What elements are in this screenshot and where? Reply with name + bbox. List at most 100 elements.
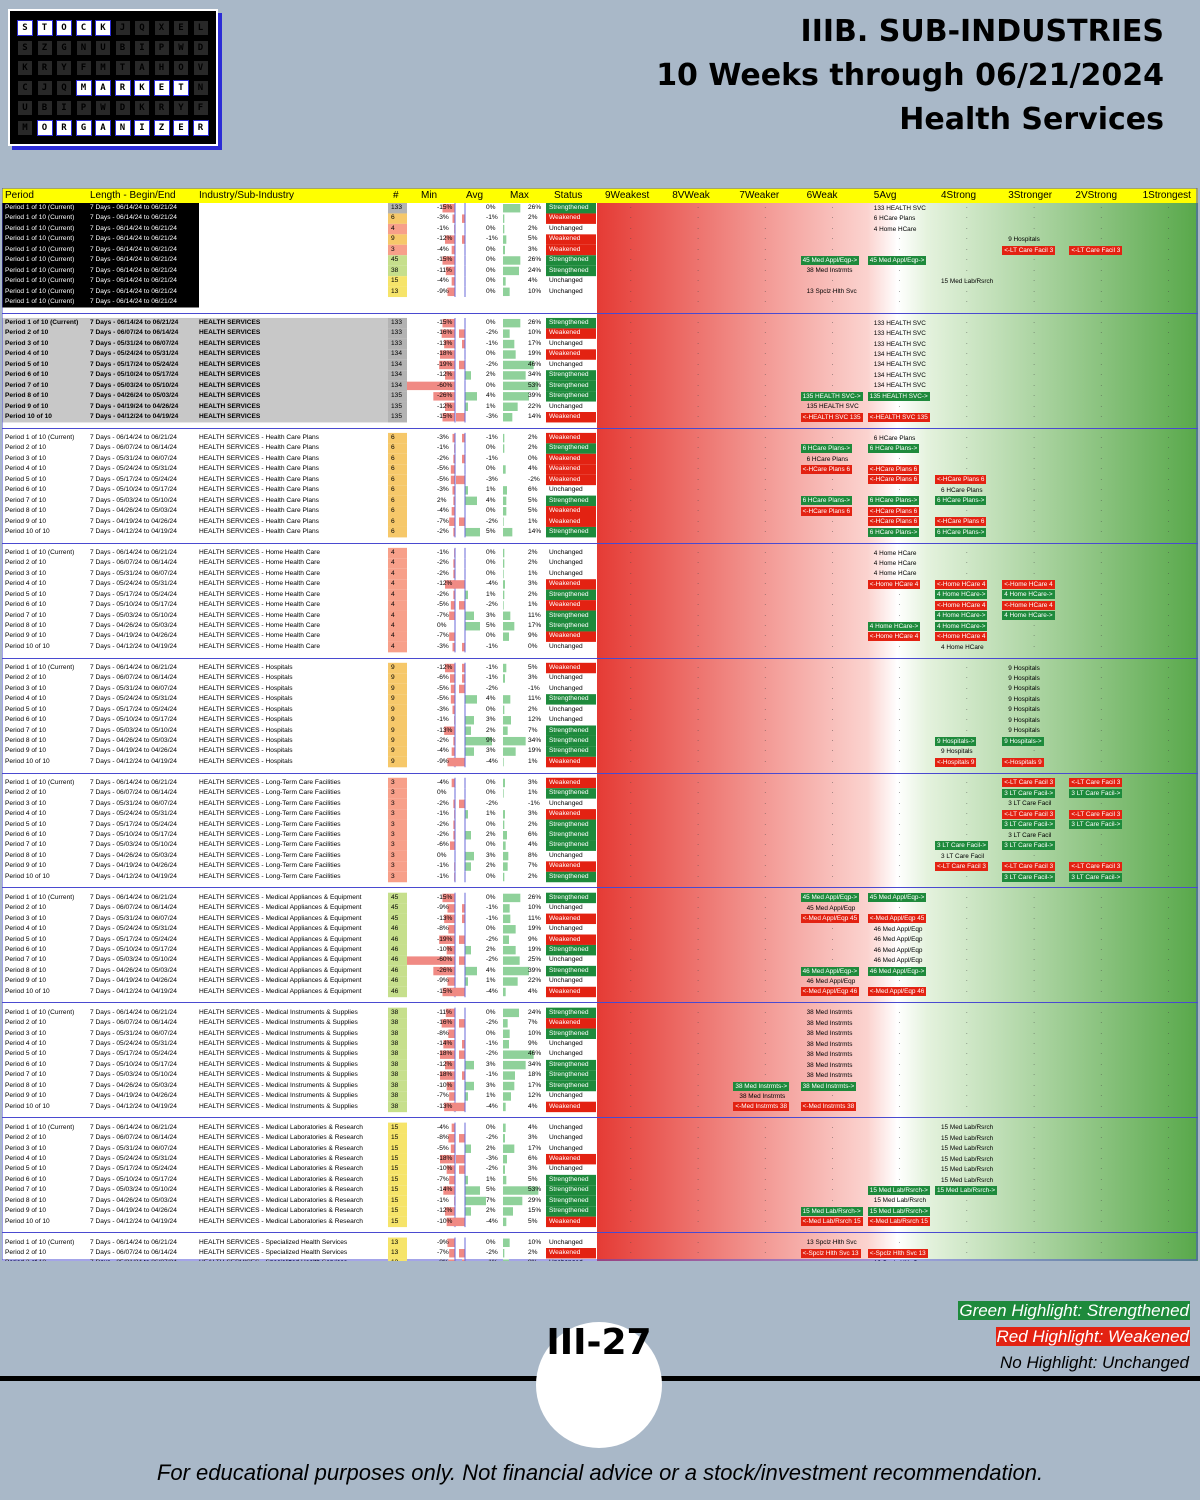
min-value-cell: 0%: [437, 622, 447, 629]
rank-tag: <-HEALTH SVC 135: [800, 412, 863, 422]
rank-dot: .: [1167, 360, 1170, 367]
avg-bar: [459, 1050, 465, 1059]
rank-dot: .: [1167, 1092, 1170, 1099]
rank-dot: .: [764, 1060, 767, 1067]
rank-tag: 3 LT Care Facil->: [1002, 841, 1056, 851]
count-cell: 133: [391, 204, 403, 211]
min-value-cell: -5%: [437, 465, 449, 473]
max-value-cell: 4%: [528, 1102, 538, 1110]
count-cell-background: [388, 338, 407, 350]
period-cell: Period 1 of 10 (Current): [5, 298, 75, 306]
rank-tag: 9 Hospitals: [1008, 716, 1040, 724]
length-cell: 7 Days - 04/26/24 to 05/03/24: [90, 392, 179, 400]
period-cell: Period 2 of 10: [5, 1249, 47, 1256]
rank-dot: .: [697, 486, 699, 493]
rank-tag: 38 Med Instrmts: [806, 1061, 853, 1069]
industry-cell: HEALTH SERVICES - Specialized Health Ser…: [199, 287, 348, 295]
min-bar: [451, 507, 455, 516]
rank-dot: .: [831, 851, 834, 858]
rank-dot: .: [1167, 454, 1170, 461]
min-bar: [441, 1019, 455, 1028]
rank-dot: .: [630, 977, 632, 984]
rank-dot: .: [630, 214, 632, 221]
rank-tag: <-Med Appl/Eqp 45: [867, 914, 927, 924]
rank-dot: .: [831, 371, 834, 378]
logo-tile: B: [115, 41, 130, 55]
avg-value-cell: 1%: [486, 486, 496, 494]
max-value-cell: 11%: [528, 695, 541, 703]
rank-dot: .: [1100, 507, 1103, 514]
rank-dot: .: [764, 444, 767, 451]
industry-cell: HEALTH SERVICES - Home Health Care: [199, 601, 321, 609]
rank-tag: <-LT Care Facil 3: [1002, 245, 1056, 255]
rank-dot: .: [1167, 966, 1170, 973]
avg-value-cell: 0%: [486, 569, 496, 577]
rank-dot: .: [831, 381, 834, 388]
rank-tag: 135 HEALTH SVC: [806, 403, 859, 411]
rank-dot: .: [1033, 1175, 1035, 1182]
max-value-cell: 4%: [528, 987, 538, 995]
rank-dot: .: [898, 277, 901, 284]
rank-dot: .: [966, 413, 968, 419]
industry-cell: HEALTH SERVICES - Medical Instruments & …: [199, 266, 358, 274]
rank-dot: .: [831, 611, 834, 618]
logo-letter: N: [114, 120, 131, 136]
industry-cell: HEALTH SERVICES - Medical Instruments & …: [199, 1029, 358, 1037]
min-value-cell: -1%: [437, 548, 449, 556]
avg-bar: [465, 945, 471, 955]
max-bar: [503, 569, 504, 579]
rank-tag: 134 HEALTH SVC: [873, 361, 926, 369]
min-bar: [450, 695, 455, 704]
rank-tag: 9 Hospitals: [1008, 695, 1040, 703]
length-cell: 7 Days - 05/03/24 to 05/10/24: [90, 381, 179, 389]
rank-dot: .: [831, 799, 834, 806]
logo-tile: K: [135, 101, 149, 115]
rank-dot: .: [1100, 329, 1103, 336]
rank-dot: .: [898, 601, 901, 608]
avg-value-cell: -1%: [486, 642, 498, 650]
count-cell-background: [388, 1049, 407, 1060]
rank-tag: 134 HEALTH SVC: [873, 351, 926, 358]
avg-value-cell: -4%: [486, 757, 498, 765]
rank-dot: .: [966, 872, 968, 879]
min-bar: [444, 339, 455, 349]
rank-dot: .: [764, 1040, 767, 1046]
length-cell: 7 Days - 06/14/24 to 06/21/24: [90, 318, 179, 326]
rank-dot: .: [1167, 1071, 1170, 1078]
count-cell-background: [388, 1122, 407, 1134]
max-value-cell: 9%: [528, 1258, 538, 1261]
max-bar: [503, 1123, 506, 1133]
status-cell: Strengthened: [549, 736, 589, 744]
rank-dot: .: [764, 904, 767, 911]
rank-dot: .: [764, 622, 767, 628]
max-bar: [503, 1040, 509, 1049]
rank-dot: .: [1033, 726, 1035, 733]
rank-dot: .: [764, 841, 767, 848]
rank-dot: .: [764, 1249, 767, 1255]
status-cell: Weakened: [549, 1249, 581, 1256]
rank-dot: .: [1167, 214, 1170, 221]
industry-cell: HEALTH SERVICES - Home Health Care: [199, 632, 321, 640]
avg-value-cell: 4%: [486, 966, 496, 974]
period-cell: Period 1 of 10 (Current): [5, 224, 75, 232]
status-cell: Unchanged: [549, 904, 583, 912]
avg-value-cell: 2%: [486, 371, 496, 379]
rank-dot: .: [1100, 1207, 1103, 1214]
logo-tile: L: [193, 21, 208, 35]
rank-dot: .: [1033, 705, 1035, 712]
rank-dot: .: [899, 1257, 901, 1261]
rank-dot: .: [1033, 1144, 1035, 1151]
sub-industry-table-panel: Period Length - Begin/End Industry/Sub-Ind…: [2, 188, 1198, 1261]
max-bar: [503, 527, 513, 537]
max-bar: [503, 945, 516, 955]
length-cell: 7 Days - 06/14/24 to 06/21/24: [90, 266, 177, 274]
rank-tag: <-Hospitals 9: [1002, 757, 1044, 767]
rank-dot: .: [1033, 1050, 1035, 1057]
count-cell: 15: [391, 277, 399, 285]
rank-dot: .: [697, 1050, 699, 1057]
rank-tag: 4 Home HCare: [873, 570, 917, 578]
rank-dot: .: [1100, 277, 1103, 284]
rank-dot: .: [697, 622, 699, 628]
rank-tag: 134 HEALTH SVC: [873, 382, 926, 390]
max-value-cell: 7%: [528, 726, 538, 734]
